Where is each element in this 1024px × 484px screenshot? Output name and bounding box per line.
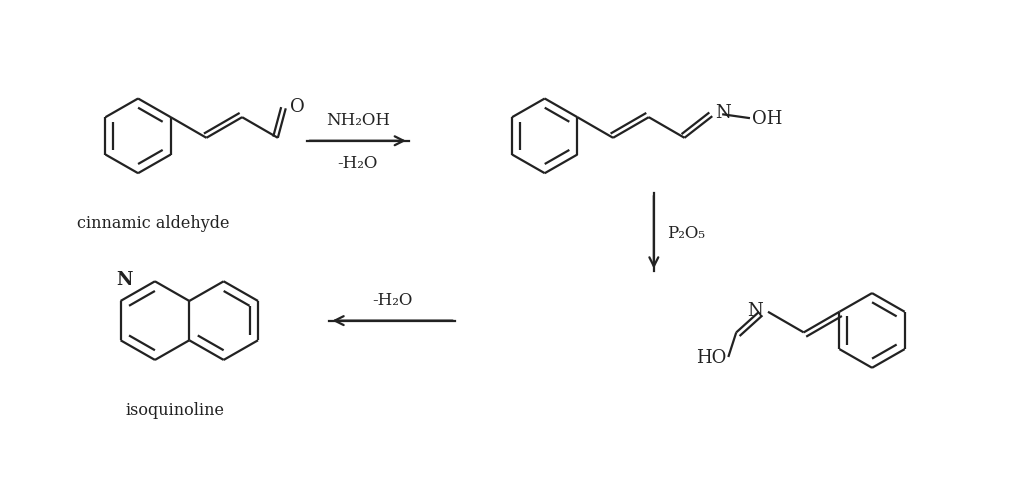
Text: HO: HO xyxy=(696,348,726,366)
Text: isoquinoline: isoquinoline xyxy=(125,401,224,418)
Text: cinnamic aldehyde: cinnamic aldehyde xyxy=(77,215,229,232)
Text: O: O xyxy=(290,98,304,116)
Text: NH₂OH: NH₂OH xyxy=(326,112,390,129)
Text: -H₂O: -H₂O xyxy=(338,154,378,171)
Text: N: N xyxy=(715,104,731,122)
Text: N: N xyxy=(748,301,763,319)
Text: -H₂O: -H₂O xyxy=(373,291,413,308)
Text: N: N xyxy=(117,271,133,289)
Text: OH: OH xyxy=(752,110,782,128)
Text: P₂O₅: P₂O₅ xyxy=(667,224,705,241)
